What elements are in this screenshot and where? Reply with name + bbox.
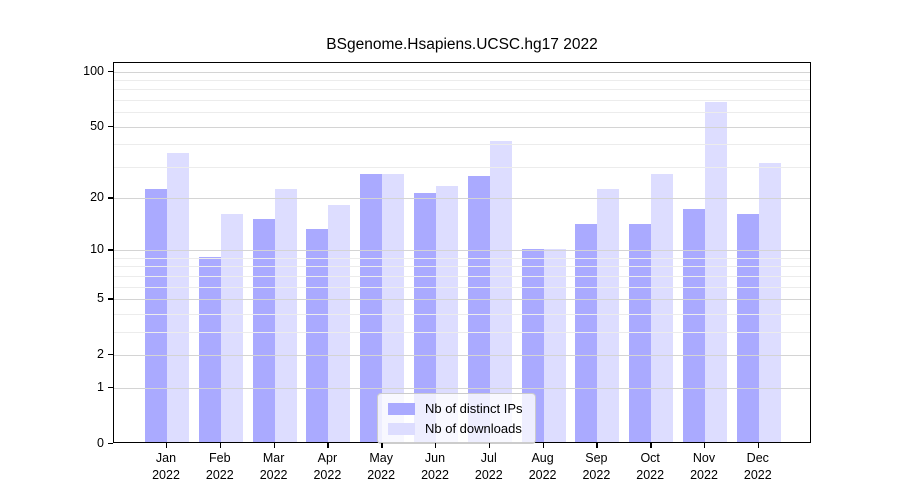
bar-nb-of-distinct-ips-jan: [145, 189, 167, 442]
legend-row-downloads: Nb of downloads: [388, 421, 523, 436]
x-tick-mark: [219, 443, 222, 448]
x-tick-mark: [757, 443, 760, 448]
y-tick-label-100: 100: [83, 63, 104, 78]
x-tick-mark: [596, 443, 598, 448]
gridline: [114, 80, 810, 82]
x-tick-mark: [273, 443, 275, 448]
y-tick-label-0: 0: [97, 435, 104, 450]
x-tick-label-nov: Nov 2022: [690, 451, 718, 482]
bar-nb-of-downloads-dec: [758, 162, 781, 442]
legend-swatch-downloads: [388, 422, 415, 435]
y-tick-mark: [108, 70, 113, 73]
bar-nb-of-downloads-nov: [705, 102, 727, 442]
bar-nb-of-distinct-ips-dec: [736, 213, 759, 442]
x-tick-label-oct: Oct 2022: [636, 451, 665, 482]
bar-nb-of-downloads-aug: [543, 248, 566, 442]
gridline: [114, 71, 810, 73]
bar-nb-of-distinct-ips-feb: [198, 256, 221, 442]
bar-nb-of-distinct-ips-apr: [306, 229, 329, 442]
x-tick-label-may: May 2022: [367, 451, 396, 482]
y-tick-mark: [108, 125, 113, 128]
y-tick-label-10: 10: [90, 242, 104, 257]
x-tick-label-mar: Mar 2022: [259, 451, 288, 482]
x-tick-mark: [435, 443, 437, 448]
x-tick-mark: [166, 443, 168, 448]
y-tick-mark: [108, 386, 113, 389]
x-tick-mark: [488, 443, 491, 448]
gridline: [114, 89, 810, 91]
bar-nb-of-downloads-apr: [328, 204, 351, 442]
bar-nb-of-distinct-ips-may: [360, 173, 383, 442]
bar-nb-of-downloads-sep: [597, 189, 620, 442]
bar-nb-of-distinct-ips-mar: [252, 218, 275, 442]
bar-nb-of-downloads-jan: [167, 153, 189, 442]
x-tick-mark: [542, 443, 544, 448]
bar-nb-of-downloads-may: [382, 173, 405, 442]
bar-nb-of-distinct-ips-jul: [467, 176, 490, 442]
bar-nb-of-distinct-ips-jun: [414, 192, 436, 442]
bar-nb-of-distinct-ips-sep: [575, 223, 598, 442]
x-tick-label-feb: Feb 2022: [205, 451, 234, 482]
bar-nb-of-downloads-mar: [274, 189, 297, 442]
legend-swatch-distinct-ips: [388, 402, 415, 415]
y-tick-label-1: 1: [97, 379, 104, 394]
bar-nb-of-downloads-jul: [489, 140, 512, 442]
x-tick-mark: [327, 443, 329, 448]
legend: Nb of distinct IPs Nb of downloads: [377, 393, 536, 444]
y-tick-mark: [108, 353, 113, 356]
x-tick-label-jul: Jul 2022: [474, 451, 503, 482]
legend-label-downloads: Nb of downloads: [425, 421, 522, 436]
x-tick-mark: [650, 443, 652, 448]
plot-area: Nb of distinct IPs Nb of downloads: [113, 62, 811, 444]
legend-row-distinct-ips: Nb of distinct IPs: [388, 401, 523, 416]
y-tick-mark: [108, 298, 113, 300]
x-tick-label-dec: Dec 2022: [743, 451, 772, 482]
x-tick-label-aug: Aug 2022: [528, 451, 557, 482]
y-tick-label-50: 50: [90, 118, 104, 133]
y-tick-label-5: 5: [97, 291, 104, 306]
bar-nb-of-downloads-feb: [220, 213, 243, 442]
bar-nb-of-distinct-ips-oct: [629, 223, 652, 442]
bar-nb-of-downloads-oct: [651, 173, 674, 442]
y-tick-label-2: 2: [97, 346, 104, 361]
x-tick-mark: [381, 443, 383, 448]
y-tick-label-20: 20: [90, 190, 104, 205]
bar-nb-of-distinct-ips-nov: [683, 209, 705, 442]
x-tick-label-apr: Apr 2022: [313, 451, 342, 482]
x-tick-label-jan: Jan 2022: [152, 451, 180, 482]
legend-label-distinct-ips: Nb of distinct IPs: [425, 401, 523, 416]
gridline: [114, 100, 810, 102]
y-tick-mark: [108, 197, 113, 199]
chart-title: BSgenome.Hsapiens.UCSC.hg17 2022: [326, 36, 598, 53]
y-tick-mark: [108, 442, 113, 444]
x-tick-label-sep: Sep 2022: [582, 451, 611, 482]
y-tick-mark: [108, 249, 113, 251]
x-tick-mark: [704, 443, 706, 448]
x-tick-label-jun: Jun 2022: [421, 451, 449, 482]
